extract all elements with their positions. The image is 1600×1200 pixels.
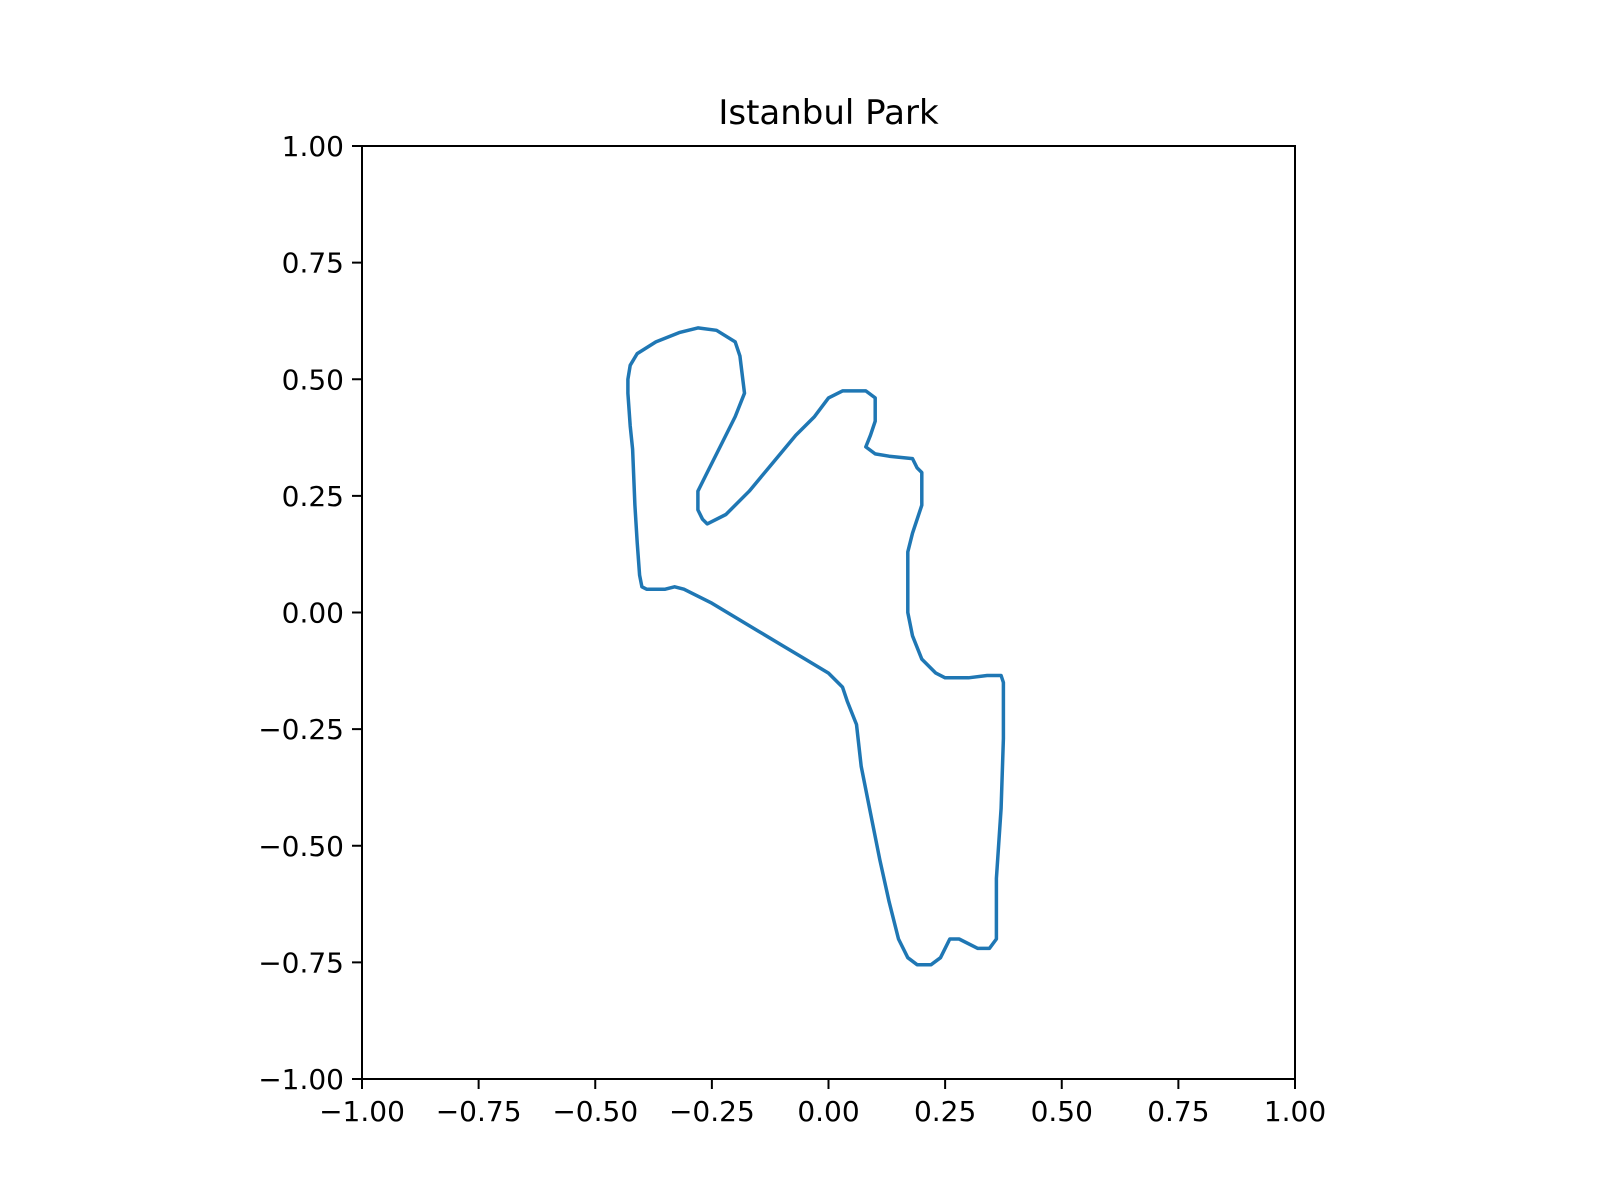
y-tick-label: −0.50 <box>258 830 344 863</box>
x-tick-label: −1.00 <box>319 1095 405 1128</box>
x-tick-label: −0.75 <box>436 1095 522 1128</box>
y-tick-label: 0.50 <box>282 363 344 396</box>
y-tick-label: 1.00 <box>282 130 344 163</box>
x-tick-label: 1.00 <box>1264 1095 1326 1128</box>
x-tick-label: 0.00 <box>797 1095 859 1128</box>
x-tick-label: −0.25 <box>669 1095 755 1128</box>
plot-area-frame <box>361 145 1296 1080</box>
y-tick-label: 0.00 <box>282 597 344 630</box>
series-line <box>626 326 1006 967</box>
x-tick-label: −0.50 <box>552 1095 638 1128</box>
y-tick-label: −1.00 <box>258 1063 344 1096</box>
y-tick-label: 0.75 <box>282 247 344 280</box>
x-tick-label: 0.50 <box>1031 1095 1093 1128</box>
x-tick-label: 0.25 <box>914 1095 976 1128</box>
y-tick-label: −0.25 <box>258 713 344 746</box>
chart-title: Istanbul Park <box>718 93 939 133</box>
x-tick-label: 0.75 <box>1147 1095 1209 1128</box>
y-tick-label: 0.25 <box>282 480 344 513</box>
y-tick-label: −0.75 <box>258 946 344 979</box>
x-axis-ticks: −1.00 −0.75 −0.50 −0.25 0.00 0.25 0.50 0.75 1.00 <box>319 1079 1326 1128</box>
y-axis-ticks: −1.00 −0.75 −0.50 −0.25 0.00 0.25 0.50 0.75 1.00 <box>258 130 362 1096</box>
